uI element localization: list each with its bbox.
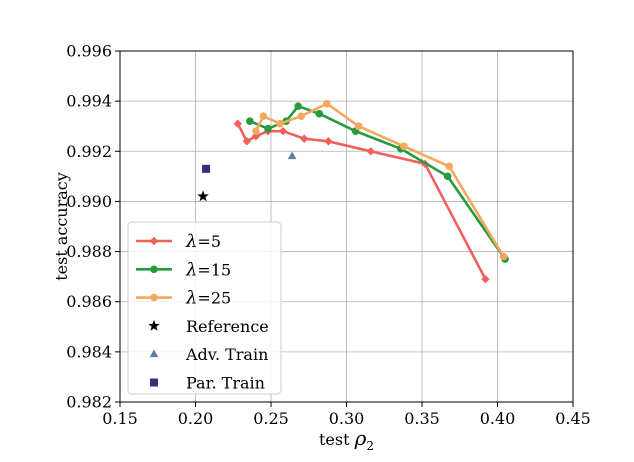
data-point: [315, 109, 324, 118]
legend-label-value: =25: [197, 289, 231, 308]
x-axis-label: test ρ2: [319, 426, 374, 453]
legend-label-value: =5: [197, 232, 221, 251]
data-point: [366, 147, 375, 156]
x-tick-label: 0.45: [555, 409, 591, 428]
point-par-train: [202, 164, 211, 173]
legend-label: λ=5: [185, 231, 221, 252]
data-point: [259, 112, 268, 120]
legend-label-value: =15: [197, 260, 231, 279]
data-point: [481, 274, 490, 284]
data-point: [276, 119, 284, 128]
data-point: [297, 112, 306, 120]
data-point: [233, 119, 242, 128]
series-2: [246, 102, 509, 263]
legend-marker: [149, 349, 159, 358]
legend-marker: [150, 293, 158, 302]
series-3: [252, 99, 508, 261]
y-tick-label: 0.996: [66, 42, 112, 61]
y-axis-label: test accuracy: [52, 172, 71, 281]
y-tick-label: 0.992: [66, 142, 112, 161]
legend-box: [127, 221, 282, 395]
x-axis-label-subscript: 2: [366, 439, 374, 453]
legend-label-symbol: λ: [185, 288, 197, 309]
x-tick-label: 0.25: [253, 409, 289, 428]
data-point: [443, 172, 452, 181]
x-axis-label-symbol: ρ: [354, 426, 367, 450]
points-layer: [197, 151, 297, 202]
data-point: [246, 117, 254, 125]
data-point: [294, 102, 302, 110]
point-reference: [197, 190, 209, 202]
x-tick-label: 0.40: [480, 409, 516, 428]
legend-marker: [150, 378, 158, 387]
series-line: [236, 123, 487, 280]
legend-entry: Adv. Train: [149, 345, 268, 364]
legend-entry: λ=15: [136, 259, 231, 280]
legend-entry: λ=5: [136, 231, 221, 252]
x-tick-label: 0.20: [178, 409, 214, 428]
legend-marker: [149, 236, 159, 246]
data-point: [300, 134, 309, 143]
y-tick-label: 0.986: [66, 292, 112, 311]
x-tick-label: 0.30: [329, 409, 365, 428]
series-layer: [233, 99, 509, 284]
x-tick-label: 0.15: [102, 409, 138, 428]
legend-entry: Par. Train: [150, 374, 265, 393]
legend-entry: Reference: [148, 317, 269, 336]
x-axis-label-text: test: [319, 430, 355, 449]
legend-label: Par. Train: [186, 374, 265, 393]
y-tick-label: 0.984: [66, 342, 112, 361]
y-tick-label: 0.994: [66, 92, 112, 111]
y-tick-label: 0.988: [66, 242, 112, 261]
legend-marker: [148, 319, 160, 331]
legend-label: λ=15: [185, 259, 231, 280]
data-point: [445, 162, 453, 171]
data-point: [264, 124, 272, 133]
data-point: [499, 252, 508, 261]
y-tick-label: 0.990: [66, 192, 112, 211]
point-adv-train: [287, 151, 297, 160]
legend-label: Reference: [186, 317, 269, 336]
axis-ticks: 0.15 0.20 0.25 0.30 0.35 0.40 0.45 0.982 0.984 0.…: [66, 42, 591, 429]
legend-label-symbol: λ: [185, 259, 197, 280]
legend-label: λ=25: [185, 288, 231, 309]
data-point: [278, 127, 288, 136]
data-point: [354, 122, 363, 131]
data-point: [252, 127, 260, 136]
y-tick-label: 0.982: [66, 393, 112, 412]
data-point: [324, 137, 333, 146]
legend-marker: [150, 265, 158, 274]
data-point: [242, 137, 252, 146]
series-line: [249, 104, 507, 260]
data-point: [323, 99, 331, 108]
series-line: [254, 102, 505, 258]
legend-label: Adv. Train: [185, 345, 268, 364]
legend-label-symbol: λ: [185, 231, 197, 252]
data-point: [400, 142, 408, 151]
x-tick-label: 0.35: [404, 409, 440, 428]
legend-entry: λ=25: [136, 288, 231, 309]
